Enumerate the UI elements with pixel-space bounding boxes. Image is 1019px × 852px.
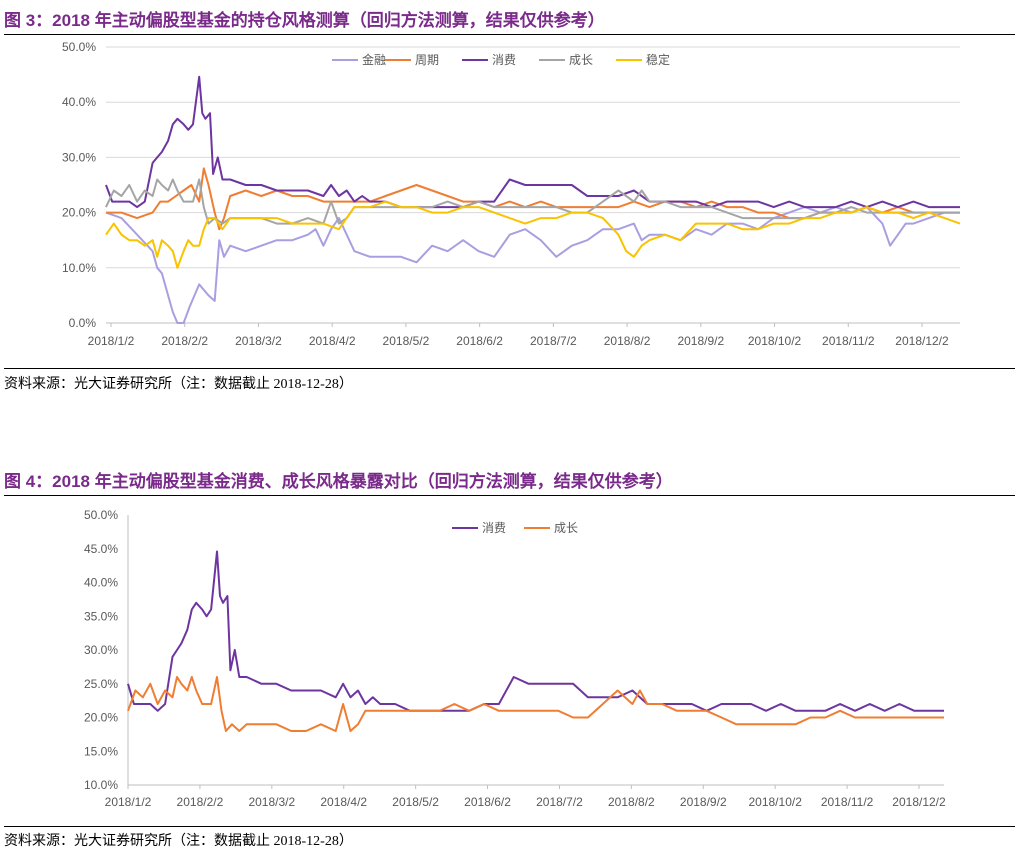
y-tick-label: 20.0% [62, 206, 96, 220]
x-tick-label: 2018/4/2 [320, 795, 367, 809]
x-tick-label: 2018/2/2 [161, 334, 208, 348]
figure-3-top-rule [4, 34, 1015, 35]
y-tick-label: 25.0% [84, 677, 118, 691]
y-tick-label: 15.0% [84, 744, 118, 758]
x-tick-label: 2018/6/2 [464, 795, 511, 809]
legend-label: 周期 [415, 53, 439, 67]
legend-label: 消费 [482, 521, 506, 535]
y-tick-label: 40.0% [84, 576, 118, 590]
figure-3-chart: 0.0% 10.0% 20.0% 30.0% 40.0% 50.0% 2018/1/2 201… [62, 40, 961, 348]
legend-label: 成长 [569, 53, 593, 67]
x-tick-label: 2018/10/2 [748, 334, 802, 348]
series-line-稳定 [105, 200, 961, 269]
legend-label: 稳定 [646, 52, 670, 67]
y-tick-label: 20.0% [84, 711, 118, 725]
y-tick-label: 50.0% [84, 508, 118, 522]
x-tick-label: 2018/9/2 [680, 795, 727, 809]
x-tick-label: 2018/12/2 [895, 334, 949, 348]
x-tick-label: 2018/9/2 [677, 334, 724, 348]
legend-label: 消费 [492, 53, 516, 67]
x-tick-label: 2018/8/2 [604, 334, 651, 348]
figure-3-title: 图 3：2018 年主动偏股型基金的持仓风格测算（回归方法测算，结果仅供参考） [4, 11, 605, 30]
figure-3-bottom-rule [4, 368, 1015, 369]
x-tick-label: 2018/2/2 [177, 795, 224, 809]
legend-label: 成长 [554, 521, 578, 535]
x-tick-label: 2018/11/2 [822, 334, 875, 348]
y-tick-label: 0.0% [69, 316, 97, 330]
figure-4-bottom-rule [4, 826, 1015, 827]
y-tick-label: 35.0% [84, 609, 118, 623]
x-tick-label: 2018/1/2 [88, 334, 135, 348]
x-tick-label: 2018/6/2 [456, 334, 503, 348]
figure-3-source: 资料来源：光大证券研究所（注：数据截止 2018-12-28） [4, 377, 353, 392]
y-tick-label: 30.0% [62, 150, 96, 164]
x-tick-label: 2018/4/2 [309, 334, 356, 348]
x-tick-label: 2018/10/2 [748, 795, 802, 809]
x-tick-label: 2018/7/2 [530, 334, 577, 348]
y-tick-label: 45.0% [84, 542, 118, 556]
y-tick-label: 30.0% [84, 643, 118, 657]
x-tick-label: 2018/3/2 [235, 334, 282, 348]
x-tick-label: 2018/1/2 [105, 795, 152, 809]
series-line-消费 [127, 550, 944, 712]
figure-4-top-rule [4, 495, 1015, 496]
x-tick-label: 2018/3/2 [248, 795, 295, 809]
legend-label: 金融 [362, 52, 386, 67]
x-tick-label: 2018/12/2 [892, 795, 946, 809]
x-tick-label: 2018/5/2 [392, 795, 439, 809]
x-tick-label: 2018/5/2 [383, 334, 430, 348]
y-tick-label: 10.0% [62, 261, 96, 275]
y-tick-label: 40.0% [62, 95, 96, 109]
figure-4-title: 图 4：2018 年主动偏股型基金消费、成长风格暴露对比（回归方法测算，结果仅供… [4, 472, 673, 491]
y-tick-label: 10.0% [84, 778, 118, 792]
series-line-成长 [105, 178, 960, 225]
x-tick-label: 2018/8/2 [608, 795, 655, 809]
x-tick-label: 2018/11/2 [821, 795, 874, 809]
y-tick-label: 50.0% [62, 40, 96, 54]
series-line-成长 [127, 676, 944, 732]
x-tick-label: 2018/7/2 [536, 795, 583, 809]
figure-4-chart: 10.0% 15.0% 20.0% 25.0% 30.0% 35.0% 40.0% 45.0%… [84, 508, 946, 809]
figure-4-source: 资料来源：光大证券研究所（注：数据截止 2018-12-28） [4, 834, 353, 849]
